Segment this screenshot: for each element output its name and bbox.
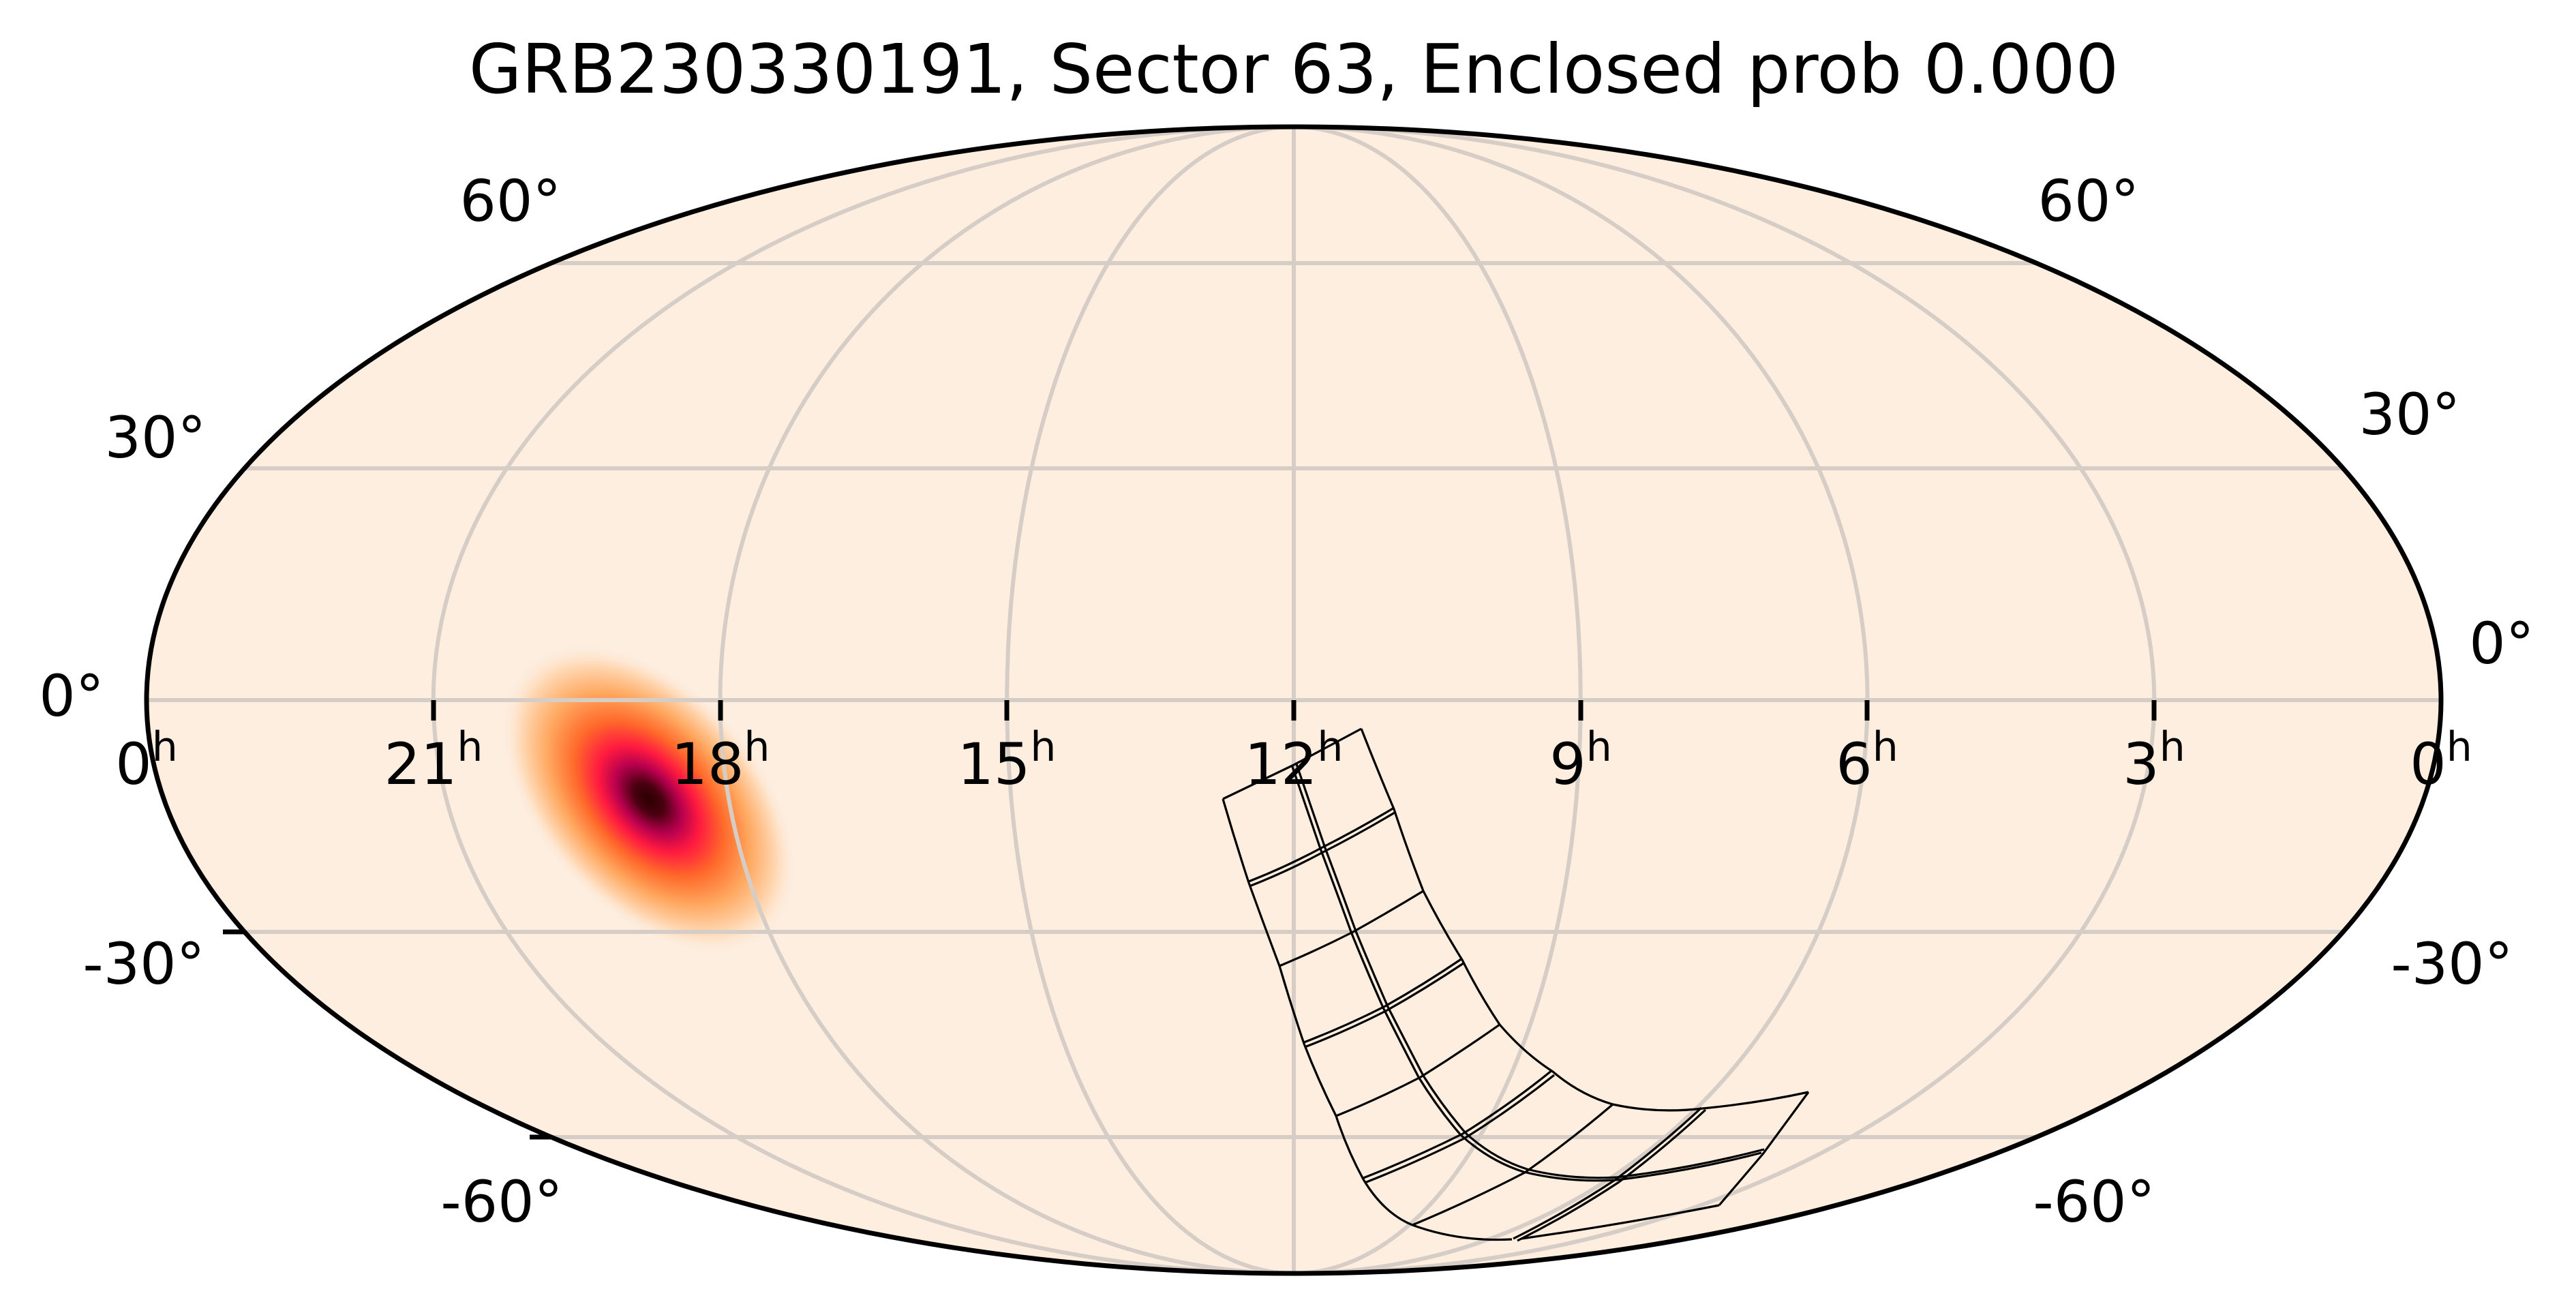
dec-label-left-30: 30° [105, 404, 207, 471]
ra-label-0h-left: 0h [115, 723, 177, 798]
ra-label-0h-right: 0h [2410, 723, 2472, 798]
dec-label-right-60: 60° [2038, 168, 2140, 235]
chart-title: GRB230330191, Sector 63, Enclosed prob 0… [469, 29, 2119, 109]
ra-labels: 0h 21h 18h 15h 12h 9h 6h 3h 0h [115, 723, 2472, 798]
dec-labels-left: 60° 30° 0° -30° -60° [39, 168, 562, 1235]
sector-footprint [1222, 727, 1810, 1242]
ra-label-18h: 18h [671, 723, 770, 798]
ra-label-12h: 12h [1245, 723, 1344, 798]
dec-label-right-m60: -60° [2033, 1168, 2155, 1235]
ra-label-15h: 15h [958, 723, 1057, 798]
dec-label-right-0: 0° [2469, 610, 2534, 677]
dec-label-left-m30: -30° [82, 931, 204, 997]
ra-label-3h: 3h [2123, 723, 2185, 798]
dec-label-right-30: 30° [2359, 381, 2461, 448]
ra-tick-marks [431, 700, 2157, 721]
dec-label-left-0: 0° [39, 663, 104, 729]
dec-label-left-60: 60° [460, 168, 562, 235]
sky-frame [144, 124, 2444, 1276]
ra-label-9h: 9h [1549, 723, 1611, 798]
dec-labels-right: 60° 30° 0° -30° -60° [2033, 168, 2534, 1235]
dec-label-left-m60: -60° [440, 1168, 562, 1235]
dec-label-right-m30: -30° [2391, 931, 2513, 997]
ra-label-6h: 6h [1836, 723, 1898, 798]
dec-tick-marks [223, 929, 551, 1140]
probability-region [500, 642, 798, 956]
ra-label-21h: 21h [384, 723, 483, 798]
